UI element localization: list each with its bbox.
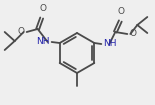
- Text: O: O: [18, 28, 25, 37]
- Text: NH: NH: [103, 39, 117, 49]
- Text: O: O: [129, 30, 136, 39]
- Text: O: O: [39, 4, 46, 13]
- Text: NH: NH: [36, 37, 50, 47]
- Text: O: O: [118, 7, 125, 16]
